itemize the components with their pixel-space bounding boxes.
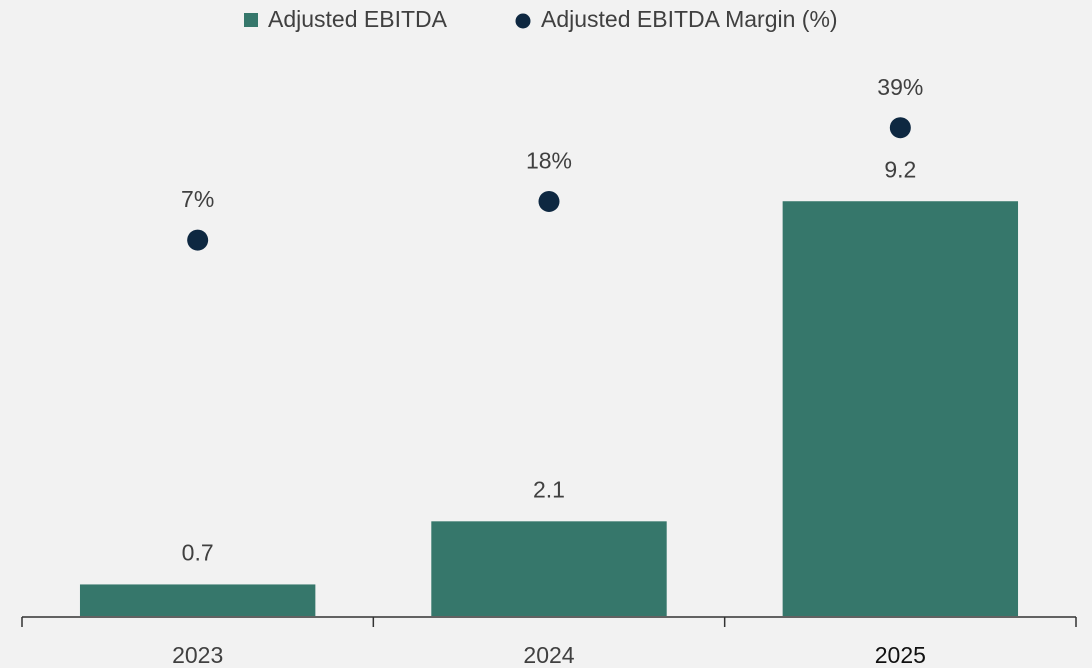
legend-swatch	[244, 13, 258, 27]
dot	[538, 190, 560, 212]
bar	[782, 201, 1019, 616]
bar-value-label: 2.1	[533, 476, 565, 502]
dot-value-label: 7%	[181, 186, 214, 212]
dot-value-label: 39%	[877, 74, 923, 100]
dot-value-label: 18%	[526, 148, 572, 174]
dot	[187, 229, 209, 251]
legend-label: Adjusted EBITDA Margin (%)	[541, 6, 838, 32]
bar	[79, 584, 316, 616]
bar-value-label: 9.2	[884, 156, 916, 182]
legend-swatch	[515, 13, 531, 29]
x-tick-label: 2023	[172, 642, 223, 668]
bar	[431, 521, 667, 616]
x-tick-label: 2024	[523, 642, 574, 668]
x-tick-label: 2025	[875, 642, 926, 668]
dot	[889, 117, 911, 139]
legend-label: Adjusted EBITDA	[268, 6, 448, 32]
bar-value-label: 0.7	[182, 540, 214, 566]
